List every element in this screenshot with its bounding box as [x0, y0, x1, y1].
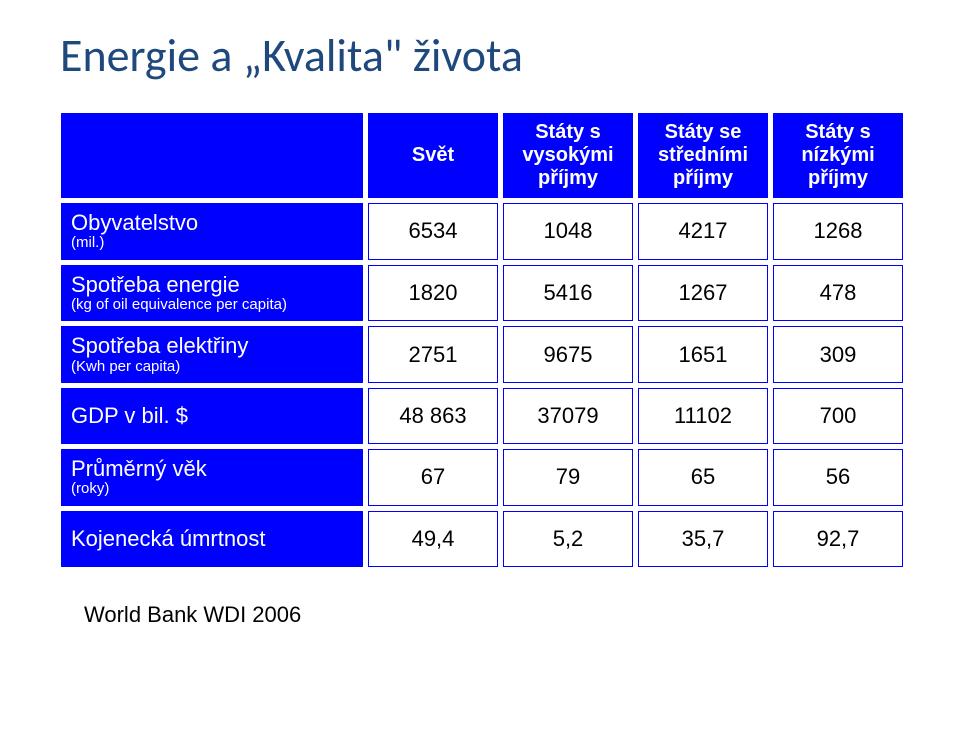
row-label-main: GDP v bil. $: [71, 404, 357, 428]
data-cell: 65: [638, 449, 768, 506]
table-row: Spotřeba elektřiny(Kwh per capita)275196…: [61, 326, 903, 383]
data-cell: 1267: [638, 265, 768, 322]
data-cell: 79: [503, 449, 633, 506]
data-cell: 49,4: [368, 511, 498, 567]
data-cell: 2751: [368, 326, 498, 383]
data-cell: 1048: [503, 203, 633, 260]
data-cell: 478: [773, 265, 903, 322]
data-cell: 1268: [773, 203, 903, 260]
data-cell: 700: [773, 388, 903, 444]
data-cell: 48 863: [368, 388, 498, 444]
row-label-main: Obyvatelstvo: [71, 211, 357, 235]
row-label-main: Průměrný věk: [71, 457, 357, 481]
row-label: Spotřeba energie(kg of oil equivalence p…: [61, 265, 363, 322]
table-row: Spotřeba energie(kg of oil equivalence p…: [61, 265, 903, 322]
data-cell: 67: [368, 449, 498, 506]
data-cell: 5,2: [503, 511, 633, 567]
data-cell: 5416: [503, 265, 633, 322]
data-cell: 1651: [638, 326, 768, 383]
data-cell: 6534: [368, 203, 498, 260]
row-label-main: Spotřeba energie: [71, 273, 357, 297]
table-row: GDP v bil. $ 48 8633707911102700: [61, 388, 903, 444]
row-label: Spotřeba elektřiny(Kwh per capita): [61, 326, 363, 383]
row-label-sub: (roky): [71, 481, 357, 498]
row-label: Obyvatelstvo(mil.): [61, 203, 363, 260]
header-col-4: Státy s nízkými příjmy: [773, 113, 903, 198]
table-row: Průměrný věk(roky)67796556: [61, 449, 903, 506]
data-table: Svět Státy s vysokými příjmy Státy se st…: [60, 112, 904, 568]
slide-title: Energie a „Kvalita" života: [60, 28, 899, 84]
header-col-1: Svět: [368, 113, 498, 198]
data-cell: 11102: [638, 388, 768, 444]
row-label-main: Spotřeba elektřiny: [71, 334, 357, 358]
data-cell: 37079: [503, 388, 633, 444]
data-cell: 9675: [503, 326, 633, 383]
row-label: Kojenecká úmrtnost: [61, 511, 363, 567]
row-label: Průměrný věk(roky): [61, 449, 363, 506]
data-cell: 56: [773, 449, 903, 506]
data-cell: 4217: [638, 203, 768, 260]
data-cell: 1820: [368, 265, 498, 322]
header-col-3: Státy se středními příjmy: [638, 113, 768, 198]
row-label-sub: (Kwh per capita): [71, 359, 357, 376]
data-cell: 309: [773, 326, 903, 383]
source-note: World Bank WDI 2006: [84, 602, 899, 628]
row-label-sub: (mil.): [71, 235, 357, 252]
table-row: Obyvatelstvo(mil.)6534104842171268: [61, 203, 903, 260]
row-label: GDP v bil. $: [61, 388, 363, 444]
data-cell: 35,7: [638, 511, 768, 567]
data-cell: 92,7: [773, 511, 903, 567]
header-col-2: Státy s vysokými příjmy: [503, 113, 633, 198]
header-blank: [61, 113, 363, 198]
row-label-sub: (kg of oil equivalence per capita): [71, 297, 357, 314]
row-label-main: Kojenecká úmrtnost: [71, 527, 357, 551]
table-row: Kojenecká úmrtnost 49,45,235,792,7: [61, 511, 903, 567]
table-header-row: Svět Státy s vysokými příjmy Státy se st…: [61, 113, 903, 198]
